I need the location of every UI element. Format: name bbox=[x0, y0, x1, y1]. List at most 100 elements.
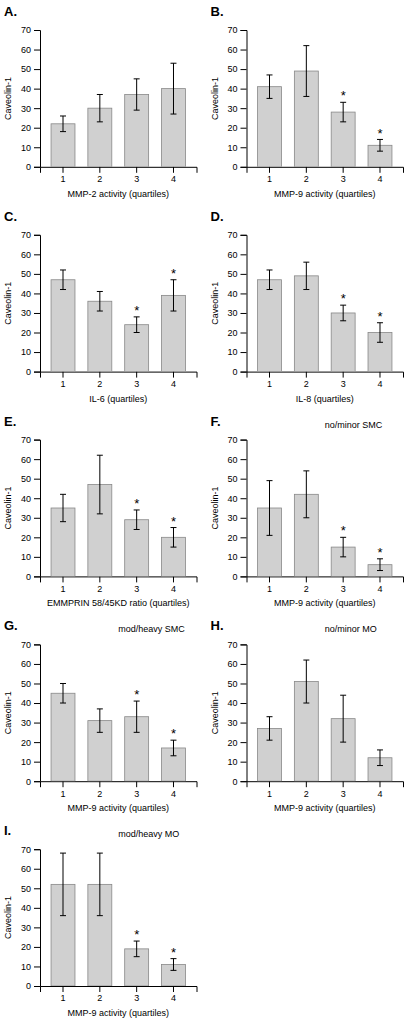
x-tick: 3 bbox=[341, 781, 346, 798]
tick-label: 0 bbox=[26, 162, 31, 172]
y-tick: 70 bbox=[21, 845, 40, 855]
tick-label: 30 bbox=[227, 104, 237, 114]
error-cap bbox=[267, 98, 273, 99]
error-bar bbox=[170, 63, 176, 114]
tick-label: 1 bbox=[267, 789, 272, 799]
tick-mark bbox=[34, 167, 40, 168]
error-cap bbox=[134, 956, 140, 957]
y-tick: 30 bbox=[21, 513, 40, 523]
significance-star: * bbox=[134, 687, 139, 702]
tick-mark bbox=[173, 167, 174, 173]
tick-mark bbox=[343, 372, 344, 378]
y-axis: 010203040506070 bbox=[227, 230, 247, 377]
tick-label: 40 bbox=[21, 698, 31, 708]
significance-star: * bbox=[377, 545, 382, 560]
x-tick: 4 bbox=[171, 986, 176, 1003]
y-axis: 010203040506070 bbox=[21, 435, 41, 582]
panel-label: F. bbox=[211, 414, 221, 429]
tick-label: 3 bbox=[341, 174, 346, 184]
y-tick: 70 bbox=[21, 640, 40, 650]
y-tick: 10 bbox=[227, 143, 246, 153]
tick-mark bbox=[306, 372, 307, 378]
error-bar bbox=[170, 280, 176, 311]
tick-mark bbox=[306, 781, 307, 787]
error-cap bbox=[267, 535, 273, 536]
tick-mark bbox=[241, 518, 247, 519]
error-bar bbox=[377, 750, 383, 766]
tick-mark bbox=[241, 762, 247, 763]
axis-line bbox=[41, 782, 198, 788]
tick-mark bbox=[241, 30, 247, 31]
error-cap bbox=[60, 115, 66, 116]
tick-mark bbox=[63, 167, 64, 173]
error-cap bbox=[97, 291, 103, 292]
tick-label: 1 bbox=[61, 993, 66, 1003]
error-line bbox=[306, 262, 307, 289]
panel-label: I. bbox=[4, 823, 11, 838]
x-tick: 2 bbox=[304, 372, 309, 389]
axis-line bbox=[34, 850, 41, 987]
tick-label: 70 bbox=[21, 230, 31, 240]
error-bar bbox=[340, 305, 346, 321]
y-tick: 20 bbox=[21, 533, 40, 543]
error-bar bbox=[267, 75, 273, 98]
tick-label: 40 bbox=[21, 494, 31, 504]
panel-label: H. bbox=[211, 618, 224, 633]
x-axis-title: MMP-9 activity (quartiles) bbox=[274, 803, 376, 813]
tick-label: 20 bbox=[227, 737, 237, 747]
x-tick: 3 bbox=[341, 372, 346, 389]
error-cap bbox=[60, 494, 66, 495]
y-tick: 0 bbox=[26, 162, 40, 172]
x-tick: 4 bbox=[171, 576, 176, 593]
x-tick: 2 bbox=[304, 781, 309, 798]
error-cap bbox=[377, 749, 383, 750]
y-axis: 010203040506070 bbox=[21, 25, 41, 172]
axis-line bbox=[34, 235, 41, 372]
tick-label: 10 bbox=[21, 143, 31, 153]
tick-mark bbox=[241, 50, 247, 51]
y-tick: 40 bbox=[21, 494, 40, 504]
x-axis-title: MMP-2 activity (quartiles) bbox=[67, 189, 169, 199]
error-bar bbox=[170, 740, 176, 756]
y-axis-title: Caveolin-1 bbox=[3, 896, 13, 939]
tick-label: 50 bbox=[227, 474, 237, 484]
tick-mark bbox=[34, 869, 40, 870]
tick-mark bbox=[34, 235, 40, 236]
tick-mark bbox=[343, 781, 344, 787]
tick-mark bbox=[34, 908, 40, 909]
tick-mark bbox=[306, 576, 307, 582]
y-tick: 70 bbox=[21, 435, 40, 445]
y-tick: 10 bbox=[21, 143, 40, 153]
x-tick: 2 bbox=[97, 167, 102, 184]
significance-star: * bbox=[341, 523, 346, 538]
y-tick: 50 bbox=[21, 884, 40, 894]
error-bar bbox=[340, 537, 346, 557]
error-bar bbox=[134, 510, 140, 530]
tick-mark bbox=[269, 167, 270, 173]
tick-mark bbox=[34, 966, 40, 967]
tick-label: 3 bbox=[134, 584, 139, 594]
tick-mark bbox=[34, 723, 40, 724]
tick-mark bbox=[241, 644, 247, 645]
error-cap bbox=[303, 470, 309, 471]
y-tick: 60 bbox=[21, 659, 40, 669]
tick-mark bbox=[306, 167, 307, 173]
error-cap bbox=[97, 853, 103, 854]
error-line bbox=[99, 94, 100, 121]
bar bbox=[331, 313, 355, 372]
error-cap bbox=[60, 703, 66, 704]
tick-label: 2 bbox=[304, 584, 309, 594]
y-tick: 60 bbox=[227, 250, 246, 260]
x-axis-title: MMP-9 activity (quartiles) bbox=[67, 803, 169, 813]
error-line bbox=[99, 291, 100, 311]
tick-mark bbox=[34, 128, 40, 129]
figure: 0 10 20 30 40 50 60 70 1 2 3 4 MMP-2 activity (quart… bbox=[0, 0, 413, 1024]
y-tick: 50 bbox=[227, 269, 246, 279]
bar bbox=[51, 693, 75, 781]
error-line bbox=[269, 481, 270, 536]
subtitle: mod/heavy MO bbox=[118, 829, 179, 839]
y-tick: 10 bbox=[227, 552, 246, 562]
y-tick: 70 bbox=[227, 435, 246, 445]
y-axis-title: Caveolin-1 bbox=[3, 282, 13, 325]
tick-mark bbox=[241, 742, 247, 743]
